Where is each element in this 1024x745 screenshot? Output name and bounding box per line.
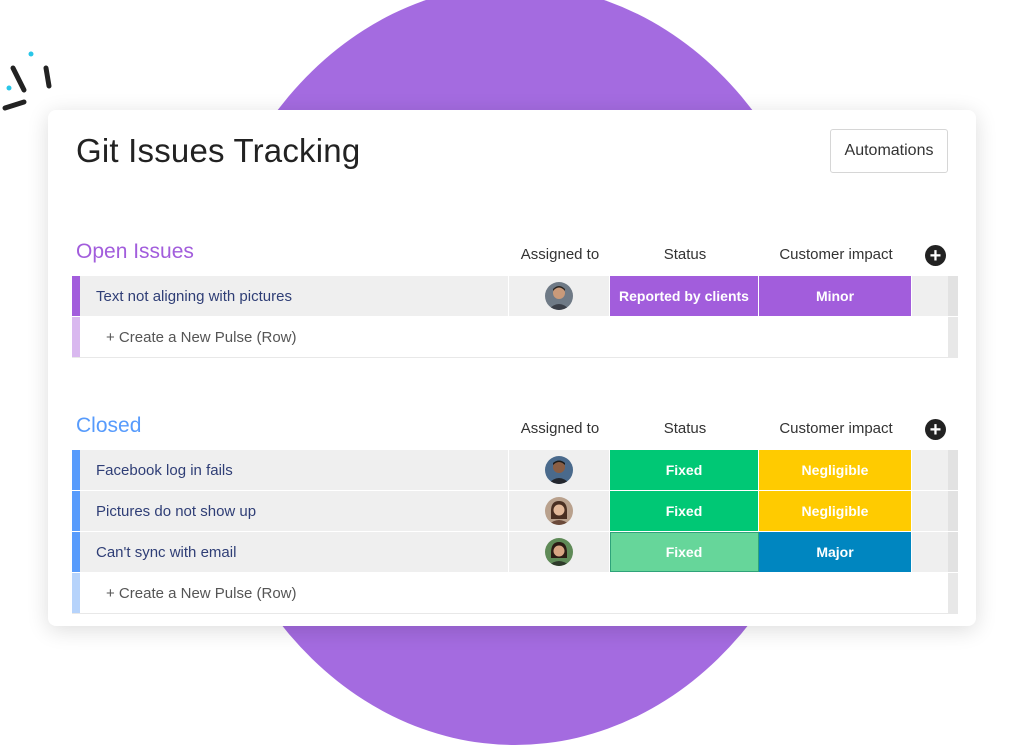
impact-cell[interactable]: Negligible	[759, 491, 912, 531]
group-header: Open Issues Assigned to Status Customer …	[72, 234, 958, 276]
avatar	[545, 538, 573, 566]
group-closed: Closed Assigned to Status Customer impac…	[72, 408, 958, 614]
pulse-name[interactable]: Pictures do not show up	[80, 491, 509, 531]
row-filler	[912, 450, 958, 490]
row-filler	[912, 491, 958, 531]
column-header-status[interactable]: Status	[663, 420, 707, 437]
table-row[interactable]: Can't sync with email Fixed Major	[72, 532, 958, 572]
table-row[interactable]: Pictures do not show up Fixed Negligible	[72, 491, 958, 531]
row-filler	[912, 276, 958, 316]
group-color-bar	[72, 532, 80, 572]
status-cell[interactable]: Fixed	[610, 450, 759, 490]
pulse-name[interactable]: Can't sync with email	[80, 532, 509, 572]
assigned-cell[interactable]	[509, 450, 610, 490]
group-color-bar	[72, 276, 80, 316]
assigned-cell[interactable]	[509, 276, 610, 316]
board-title: Git Issues Tracking	[76, 132, 361, 169]
pulse-name[interactable]: Facebook log in fails	[80, 450, 509, 490]
board-card: Git Issues Tracking Automations Open Iss…	[48, 110, 976, 626]
add-column-plus-icon[interactable]: +	[925, 245, 946, 266]
column-header-impact[interactable]: Customer impact	[779, 420, 893, 437]
avatar	[545, 282, 573, 310]
group-title[interactable]: Closed	[76, 414, 142, 437]
group-open-issues: Open Issues Assigned to Status Customer …	[72, 234, 958, 358]
status-cell[interactable]: Fixed	[610, 532, 759, 572]
table-row[interactable]: Facebook log in fails Fixed Negligible	[72, 450, 958, 490]
automations-button[interactable]: Automations	[830, 129, 948, 173]
impact-cell[interactable]: Major	[759, 532, 912, 572]
avatar	[545, 456, 573, 484]
assigned-cell[interactable]	[509, 491, 610, 531]
create-pulse-button[interactable]: + Create a New Pulse (Row)	[80, 573, 958, 613]
group-color-bar	[72, 573, 80, 613]
create-pulse-row[interactable]: + Create a New Pulse (Row)	[72, 573, 958, 614]
avatar	[545, 497, 573, 525]
add-column-plus-icon[interactable]: +	[925, 419, 946, 440]
sparkle-decoration-icon	[2, 51, 52, 111]
column-header-assigned[interactable]: Assigned to	[520, 420, 600, 437]
column-header-assigned[interactable]: Assigned to	[520, 246, 600, 263]
impact-cell[interactable]: Negligible	[759, 450, 912, 490]
group-color-bar	[72, 317, 80, 357]
group-color-bar	[72, 450, 80, 490]
status-cell[interactable]: Reported by clients	[610, 276, 759, 316]
status-cell[interactable]: Fixed	[610, 491, 759, 531]
group-color-bar	[72, 491, 80, 531]
row-filler	[912, 532, 958, 572]
table-row[interactable]: Text not aligning with pictures Reported…	[72, 276, 958, 316]
assigned-cell[interactable]	[509, 532, 610, 572]
column-header-impact[interactable]: Customer impact	[779, 246, 893, 263]
pulse-name[interactable]: Text not aligning with pictures	[80, 276, 509, 316]
column-header-status[interactable]: Status	[663, 246, 707, 263]
group-header: Closed Assigned to Status Customer impac…	[72, 408, 958, 450]
group-title[interactable]: Open Issues	[76, 240, 194, 263]
impact-cell[interactable]: Minor	[759, 276, 912, 316]
create-pulse-row[interactable]: + Create a New Pulse (Row)	[72, 317, 958, 358]
create-pulse-button[interactable]: + Create a New Pulse (Row)	[80, 317, 958, 357]
